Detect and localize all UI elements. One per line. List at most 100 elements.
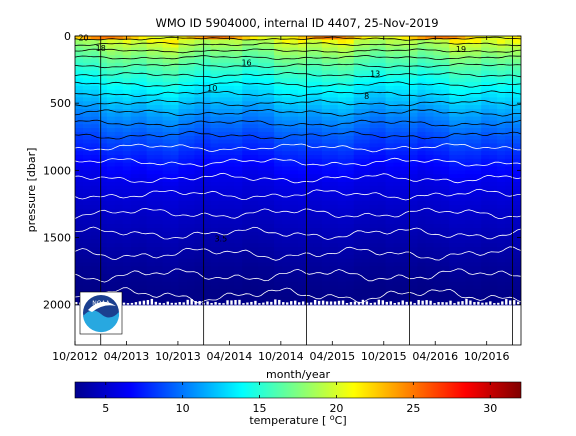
heat-cell — [90, 281, 100, 287]
heat-cell — [82, 154, 92, 160]
heat-cell — [497, 143, 506, 148]
heat-cell — [154, 270, 164, 275]
heat-cell — [393, 85, 403, 91]
heat-cell — [130, 201, 140, 206]
data-gap — [250, 301, 253, 305]
heat-cell — [329, 277, 339, 283]
heat-cell — [505, 185, 514, 191]
heat-cell — [513, 116, 521, 122]
heat-cell — [425, 277, 434, 283]
heat-cell — [226, 135, 235, 141]
heat-cell — [513, 231, 521, 237]
heat-cell — [106, 112, 116, 118]
heat-cell — [250, 193, 259, 198]
heat-cell — [425, 178, 434, 183]
heat-cell — [114, 128, 124, 133]
heat-cell — [441, 289, 450, 294]
heat-cell — [497, 162, 506, 168]
heat-cell — [298, 89, 307, 95]
heat-cell — [162, 281, 172, 287]
heat-cell — [489, 285, 498, 290]
heat-cell — [473, 266, 482, 271]
heat-cell — [194, 39, 204, 45]
heat-cell — [258, 70, 267, 75]
heat-cell — [489, 254, 498, 260]
heat-cell — [401, 258, 411, 264]
heat-cell — [473, 235, 482, 241]
heat-cell — [305, 139, 315, 145]
data-gap — [433, 303, 436, 305]
heat-cell — [321, 254, 331, 260]
heat-cell — [266, 151, 275, 156]
heat-cell — [489, 147, 498, 152]
heat-cell — [170, 62, 180, 68]
heat-cell — [369, 105, 379, 110]
heat-cell — [90, 112, 100, 118]
heat-cell — [481, 47, 490, 52]
heat-cell — [218, 174, 227, 179]
heat-cell — [178, 101, 188, 106]
heat-cell — [513, 224, 521, 229]
heat-cell — [473, 97, 482, 102]
heat-cell — [138, 70, 148, 75]
heat-cell — [82, 254, 92, 260]
data-gap — [290, 301, 293, 305]
heat-cell — [321, 78, 331, 83]
heat-cell — [178, 85, 188, 91]
heat-cell — [178, 201, 188, 206]
heat-cell — [321, 181, 331, 187]
heat-cell — [146, 201, 156, 206]
heat-cell — [146, 39, 156, 45]
heat-cell — [106, 189, 116, 194]
heat-cell — [202, 139, 211, 145]
heat-cell — [513, 181, 521, 187]
heat-cell — [441, 97, 450, 102]
heat-cell — [497, 51, 506, 56]
heat-cell — [170, 281, 180, 287]
heat-cell — [481, 74, 490, 79]
heat-cell — [329, 93, 339, 99]
heat-cell — [361, 285, 371, 290]
heat-cell — [226, 281, 235, 287]
heat-cell — [377, 116, 387, 122]
heat-cell — [282, 181, 291, 187]
heat-cell — [353, 197, 363, 202]
heat-cell — [385, 131, 395, 137]
heat-cell — [90, 131, 100, 137]
heat-cell — [433, 227, 442, 233]
heat-cell — [226, 250, 235, 256]
data-gap — [178, 302, 181, 305]
heat-cell — [170, 85, 180, 91]
data-gap — [493, 303, 496, 305]
heat-cell — [242, 277, 251, 283]
heat-cell — [441, 85, 450, 91]
heat-cell — [154, 243, 164, 248]
heat-cell — [505, 43, 514, 49]
heat-cell — [353, 181, 363, 187]
heat-cell — [361, 197, 371, 202]
heat-cell — [353, 254, 363, 260]
heat-cell — [90, 97, 100, 102]
heat-cell — [497, 293, 506, 298]
heat-cell — [369, 116, 379, 122]
heat-cell — [290, 59, 299, 64]
heat-cell — [146, 89, 156, 95]
heat-cell — [274, 227, 283, 233]
heat-cell — [313, 59, 323, 64]
heat-cell — [194, 55, 204, 60]
data-gap — [134, 302, 138, 305]
heat-cell — [266, 250, 275, 256]
heat-cell — [385, 220, 395, 225]
heat-cell — [433, 59, 442, 64]
heat-cell — [106, 70, 116, 75]
heat-cell — [234, 101, 243, 106]
heat-cell — [313, 82, 323, 87]
heat-cell — [258, 166, 267, 171]
heat-cell — [401, 97, 411, 102]
heat-cell — [234, 47, 243, 52]
heat-cell — [75, 158, 84, 164]
data-gap — [298, 302, 301, 305]
heat-cell — [298, 128, 307, 133]
surface-cell — [282, 36, 291, 40]
heat-cell — [305, 43, 315, 49]
